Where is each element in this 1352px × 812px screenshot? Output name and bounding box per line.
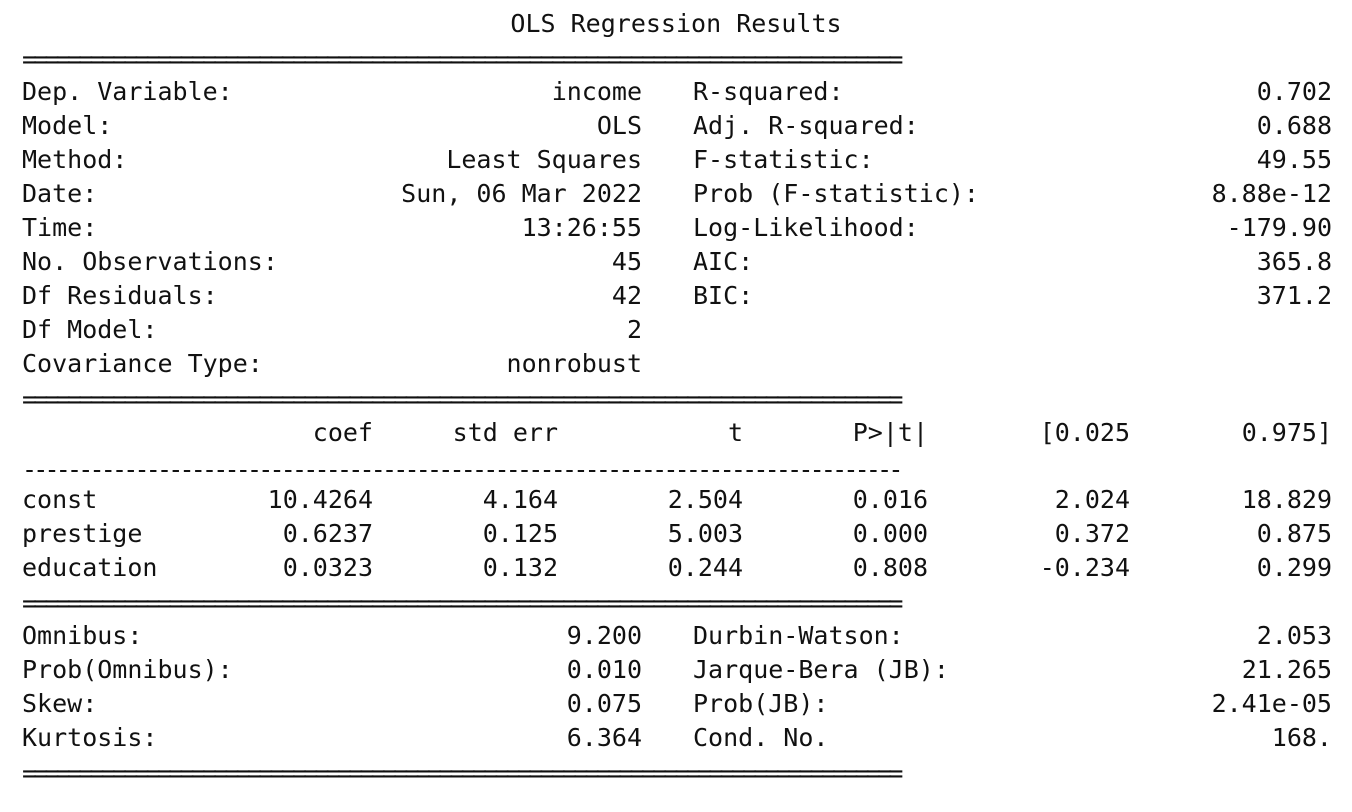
diagnostic-label: Durbin-Watson: (693, 621, 904, 650)
column-header-std-err: std err (452, 418, 558, 447)
summary-value: 49.55 (1256, 145, 1332, 174)
cell-ci-lower: 0.372 (1054, 519, 1130, 548)
cell-std-err: 0.125 (482, 519, 558, 548)
summary-value: 8.88e-12 (1211, 179, 1332, 208)
summary-value: 0.688 (1256, 111, 1332, 140)
cell-coef: 10.4264 (267, 485, 373, 514)
summary-value: 45 (611, 247, 642, 276)
cell-t: 2.504 (667, 485, 743, 514)
summary-value: -179.90 (1226, 213, 1332, 242)
summary-value: 2 (626, 315, 642, 344)
summary-value: Sun, 06 Mar 2022 (401, 179, 642, 208)
diagnostic-label: Prob(JB): (693, 689, 829, 718)
summary-label: Df Model: (22, 315, 158, 344)
row-variable-name: prestige (22, 519, 143, 548)
summary-label: Df Residuals: (22, 281, 218, 310)
summary-value: 371.2 (1256, 281, 1332, 310)
summary-label: Time: (22, 213, 98, 242)
summary-value: 13:26:55 (521, 213, 642, 242)
summary-label: No. Observations: (22, 247, 278, 276)
summary-label: F-statistic: (693, 145, 874, 174)
diagnostic-value: 168. (1271, 723, 1332, 752)
summary-value: 42 (611, 281, 642, 310)
row-variable-name: education (22, 553, 158, 582)
diagnostic-value: 9.200 (566, 621, 642, 650)
summary-value: Least Squares (446, 145, 642, 174)
column-header-p-value: P>|t| (852, 418, 928, 447)
cell-std-err: 4.164 (482, 485, 558, 514)
summary-label: BIC: (693, 281, 754, 310)
summary-label: Date: (22, 179, 98, 208)
cell-ci-lower: 2.024 (1054, 485, 1130, 514)
diagnostic-value: 21.265 (1241, 655, 1332, 684)
column-header-t: t (727, 418, 743, 447)
single-rule: ----------------------------------------… (22, 460, 903, 478)
diagnostic-label: Cond. No. (693, 723, 829, 752)
cell-ci-upper: 0.875 (1256, 519, 1332, 548)
double-rule: ========================================… (22, 390, 903, 408)
diagnostic-value: 0.075 (566, 689, 642, 718)
column-header-ci-upper: 0.975] (1241, 418, 1332, 447)
double-rule: ========================================… (22, 50, 903, 68)
cell-std-err: 0.132 (482, 553, 558, 582)
diagnostic-value: 6.364 (566, 723, 642, 752)
document-title: OLS Regression Results (510, 9, 842, 38)
summary-label: Log-Likelihood: (693, 213, 919, 242)
cell-t: 0.244 (667, 553, 743, 582)
summary-value: nonrobust (506, 349, 642, 378)
row-variable-name: const (22, 485, 98, 514)
summary-label: Dep. Variable: (22, 77, 233, 106)
summary-label: Prob (F-statistic): (693, 179, 979, 208)
diagnostic-value: 2.41e-05 (1211, 689, 1332, 718)
cell-p-value: 0.808 (852, 553, 928, 582)
cell-ci-upper: 18.829 (1241, 485, 1332, 514)
cell-coef: 0.6237 (282, 519, 373, 548)
diagnostic-label: Prob(Omnibus): (22, 655, 233, 684)
cell-t: 5.003 (667, 519, 743, 548)
column-header-coef: coef (312, 418, 373, 447)
column-header-ci-lower: [0.025 (1039, 418, 1130, 447)
cell-ci-lower: -0.234 (1039, 553, 1130, 582)
summary-label: R-squared: (693, 77, 844, 106)
summary-value: income (551, 77, 642, 106)
summary-label: Adj. R-squared: (693, 111, 919, 140)
cell-p-value: 0.000 (852, 519, 928, 548)
summary-label: Method: (22, 145, 128, 174)
diagnostic-label: Jarque-Bera (JB): (693, 655, 949, 684)
cell-ci-upper: 0.299 (1256, 553, 1332, 582)
summary-label: Model: (22, 111, 113, 140)
summary-value: 365.8 (1256, 247, 1332, 276)
double-rule: ========================================… (22, 764, 903, 782)
double-rule: ========================================… (22, 594, 903, 612)
diagnostic-value: 0.010 (566, 655, 642, 684)
summary-value: OLS (596, 111, 642, 140)
cell-coef: 0.0323 (282, 553, 373, 582)
summary-label: AIC: (693, 247, 754, 276)
summary-label: Covariance Type: (22, 349, 263, 378)
diagnostic-label: Kurtosis: (22, 723, 158, 752)
diagnostic-label: Skew: (22, 689, 98, 718)
diagnostic-value: 2.053 (1256, 621, 1332, 650)
summary-value: 0.702 (1256, 77, 1332, 106)
cell-p-value: 0.016 (852, 485, 928, 514)
diagnostic-label: Omnibus: (22, 621, 143, 650)
